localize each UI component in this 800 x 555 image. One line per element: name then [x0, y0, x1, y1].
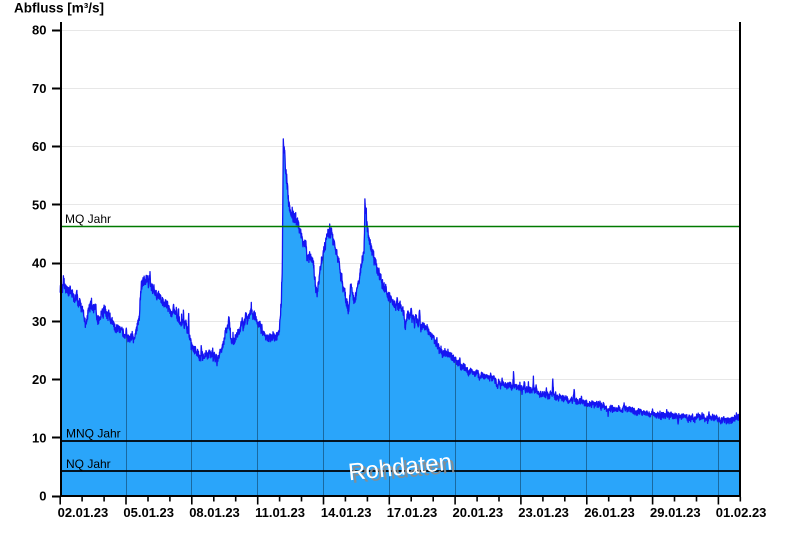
svg-text:26.01.23: 26.01.23: [584, 505, 635, 520]
svg-text:50: 50: [32, 197, 46, 212]
svg-text:17.01.23: 17.01.23: [387, 505, 438, 520]
svg-text:20.01.23: 20.01.23: [453, 505, 504, 520]
svg-text:40: 40: [32, 256, 46, 271]
svg-text:23.01.23: 23.01.23: [518, 505, 569, 520]
svg-text:MQ Jahr: MQ Jahr: [65, 212, 111, 226]
svg-text:02.01.23: 02.01.23: [58, 505, 109, 520]
svg-text:01.02.23: 01.02.23: [716, 505, 767, 520]
svg-text:Abfluss [m³/s]: Abfluss [m³/s]: [14, 0, 104, 15]
svg-text:05.01.23: 05.01.23: [123, 505, 174, 520]
svg-text:14.01.23: 14.01.23: [321, 505, 372, 520]
svg-text:30: 30: [32, 314, 46, 329]
svg-text:NQ Jahr: NQ Jahr: [66, 457, 111, 471]
svg-text:10: 10: [32, 430, 46, 445]
svg-text:11.01.23: 11.01.23: [255, 505, 305, 520]
svg-text:20: 20: [32, 372, 46, 387]
svg-text:29.01.23: 29.01.23: [650, 505, 701, 520]
svg-text:70: 70: [32, 81, 46, 96]
svg-text:0: 0: [39, 489, 46, 504]
svg-text:80: 80: [32, 23, 46, 38]
svg-text:MNQ Jahr: MNQ Jahr: [66, 427, 121, 441]
svg-text:60: 60: [32, 139, 46, 154]
svg-text:08.01.23: 08.01.23: [189, 505, 240, 520]
